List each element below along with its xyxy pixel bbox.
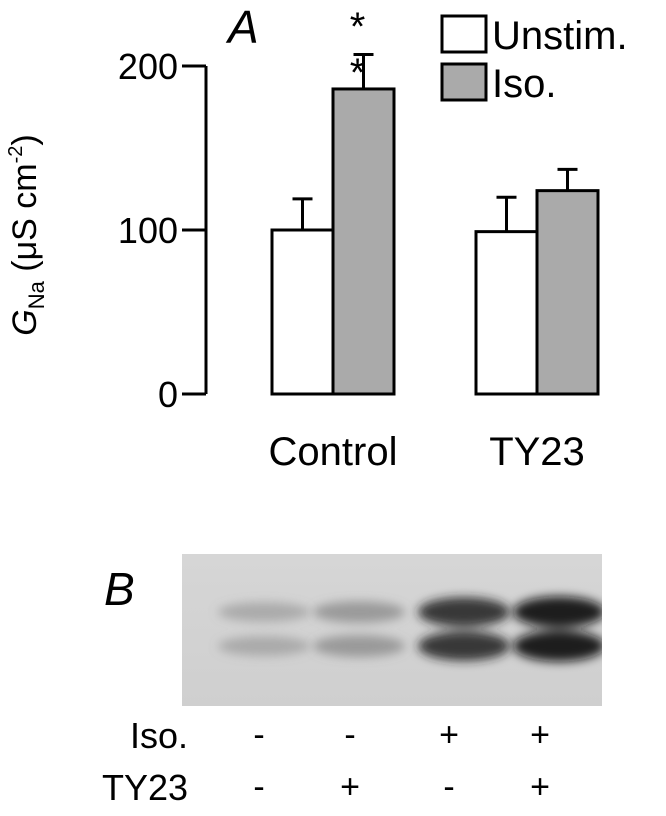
blot-sign: +: [530, 716, 550, 754]
blot-sign: +: [530, 768, 550, 806]
bar-chart: 0 100 200 Control TY23 Unstim.Iso. GNa (μS …: [5, 5, 628, 474]
blot-lane: [218, 602, 310, 656]
y-tick-label: 0: [158, 374, 178, 415]
lower-band: [218, 636, 310, 656]
y-tick-label: 200: [118, 46, 178, 87]
blot-sign: -: [443, 768, 455, 806]
upper-band: [418, 597, 510, 627]
y-tick-label: 100: [118, 210, 178, 251]
bar-iso-control: [331, 87, 396, 396]
blot-sign: +: [340, 768, 360, 806]
error-bars-group: [292, 53, 578, 232]
western-blot-image: [182, 554, 605, 706]
bar-unstim-control: [270, 228, 335, 396]
x-tick-label: Control: [269, 430, 398, 474]
blot-row-label: TY23: [101, 767, 188, 808]
lower-band: [313, 635, 405, 657]
blot-lane: [513, 596, 605, 662]
legend-swatch: [440, 62, 488, 102]
x-tick-label: TY23: [489, 430, 585, 474]
blot-lane: [418, 597, 510, 661]
panel-b-label: B: [104, 563, 135, 615]
blot-sign: +: [439, 716, 459, 754]
bar-unstim-ty23: [474, 230, 539, 396]
bar-iso-ty23: [535, 189, 600, 396]
blot-lane: [313, 601, 405, 657]
legend-label: Iso.: [492, 62, 556, 106]
panel-a-label: A: [228, 1, 259, 53]
blot-sign: -: [253, 768, 265, 806]
y-axis: 0 100 200: [118, 46, 208, 415]
bars-group: [270, 87, 600, 396]
blot-sign: -: [344, 716, 356, 754]
blot-sign: -: [253, 716, 265, 754]
legend-swatch: [440, 14, 488, 54]
lower-band: [513, 630, 605, 662]
upper-band: [313, 601, 405, 623]
blot-bands: [218, 596, 605, 662]
blot-row-label: Iso.: [129, 715, 188, 756]
legend-label: Unstim.: [492, 14, 628, 58]
significance-asterisks: * *: [350, 5, 366, 95]
upper-band: [513, 596, 605, 628]
upper-band: [218, 602, 310, 622]
y-axis-label: GNa (μS cm-2): [5, 134, 49, 336]
x-tick-labels: Control TY23: [269, 430, 585, 474]
legend: Unstim.Iso.: [440, 14, 628, 106]
lower-band: [418, 631, 510, 661]
